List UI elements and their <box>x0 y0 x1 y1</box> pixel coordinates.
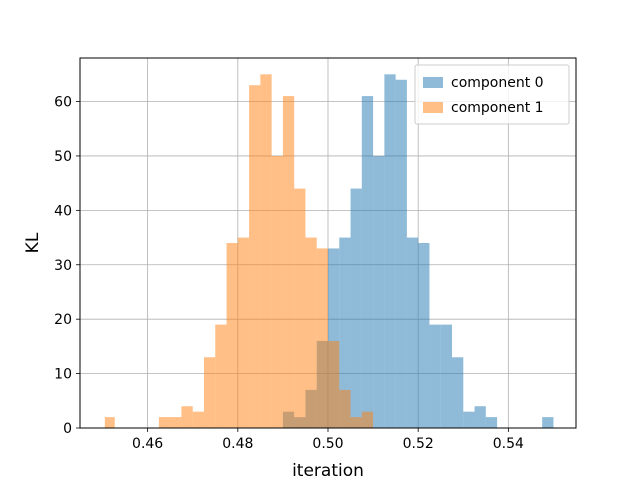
x-tick-label: 0.48 <box>222 436 253 452</box>
x-tick-label: 0.46 <box>132 436 163 452</box>
bar-series-1 <box>328 340 340 428</box>
y-tick-label: 30 <box>54 258 72 274</box>
x-axis-ticks: 0.46 0.48 0.50 0.52 0.54 <box>132 428 524 452</box>
bar-series-0 <box>452 357 464 428</box>
bar-series-1 <box>271 155 283 429</box>
y-tick-label: 50 <box>54 149 72 165</box>
bar-series-1 <box>237 237 250 428</box>
y-tick-label: 40 <box>54 203 72 219</box>
bar-series-1 <box>181 406 193 428</box>
bar-series-1 <box>282 96 295 429</box>
bar-series-0 <box>373 155 385 429</box>
bar-series-1 <box>215 324 227 428</box>
legend-label: component 0 <box>451 75 544 91</box>
y-tick-label: 20 <box>54 312 72 328</box>
bar-series-1 <box>305 237 317 428</box>
legend-swatch <box>423 102 443 113</box>
bar-series-0 <box>384 74 396 428</box>
legend-box <box>414 64 570 125</box>
legend: component 0 component 1 <box>414 64 570 125</box>
bar-series-0 <box>440 324 452 428</box>
bar-series-1 <box>204 357 216 428</box>
x-axis-label: iteration <box>292 461 364 480</box>
bar-series-0 <box>542 417 554 428</box>
y-axis-label: KL <box>23 232 43 253</box>
bar-series-0 <box>350 188 362 428</box>
y-tick-label: 0 <box>63 421 72 437</box>
bar-series-1 <box>249 85 261 429</box>
bar-series-0 <box>429 324 441 428</box>
bar-series-0 <box>474 406 486 428</box>
x-tick-label: 0.54 <box>493 436 524 452</box>
y-tick-label: 60 <box>54 95 72 111</box>
bar-series-1 <box>226 243 238 428</box>
bar-series-1 <box>339 389 351 428</box>
bar-series-0 <box>485 417 498 428</box>
legend-label: component 1 <box>451 100 544 116</box>
legend-swatch <box>423 77 443 88</box>
bar-series-1 <box>104 417 115 428</box>
bar-series-0 <box>395 79 407 428</box>
x-tick-label: 0.50 <box>312 436 343 452</box>
bar-series-1 <box>294 188 306 428</box>
bar-series-1 <box>260 74 272 428</box>
bar-series-1 <box>158 417 171 428</box>
bar-series-1 <box>192 411 204 428</box>
bar-series-0 <box>418 243 430 428</box>
bar-series-1 <box>361 411 374 428</box>
bar-series-0 <box>406 237 419 428</box>
bar-series-0 <box>328 248 340 428</box>
bar-series-0 <box>339 237 351 428</box>
bar-series-0 <box>361 96 374 429</box>
y-axis-ticks: 0 10 20 30 40 50 60 <box>54 95 80 437</box>
y-tick-label: 10 <box>54 367 72 383</box>
bar-series-1 <box>170 417 182 428</box>
histogram-bars <box>104 74 554 429</box>
bar-series-1 <box>316 248 328 428</box>
bar-series-0 <box>463 411 475 428</box>
x-tick-label: 0.52 <box>403 436 434 452</box>
bar-series-1 <box>350 417 362 428</box>
